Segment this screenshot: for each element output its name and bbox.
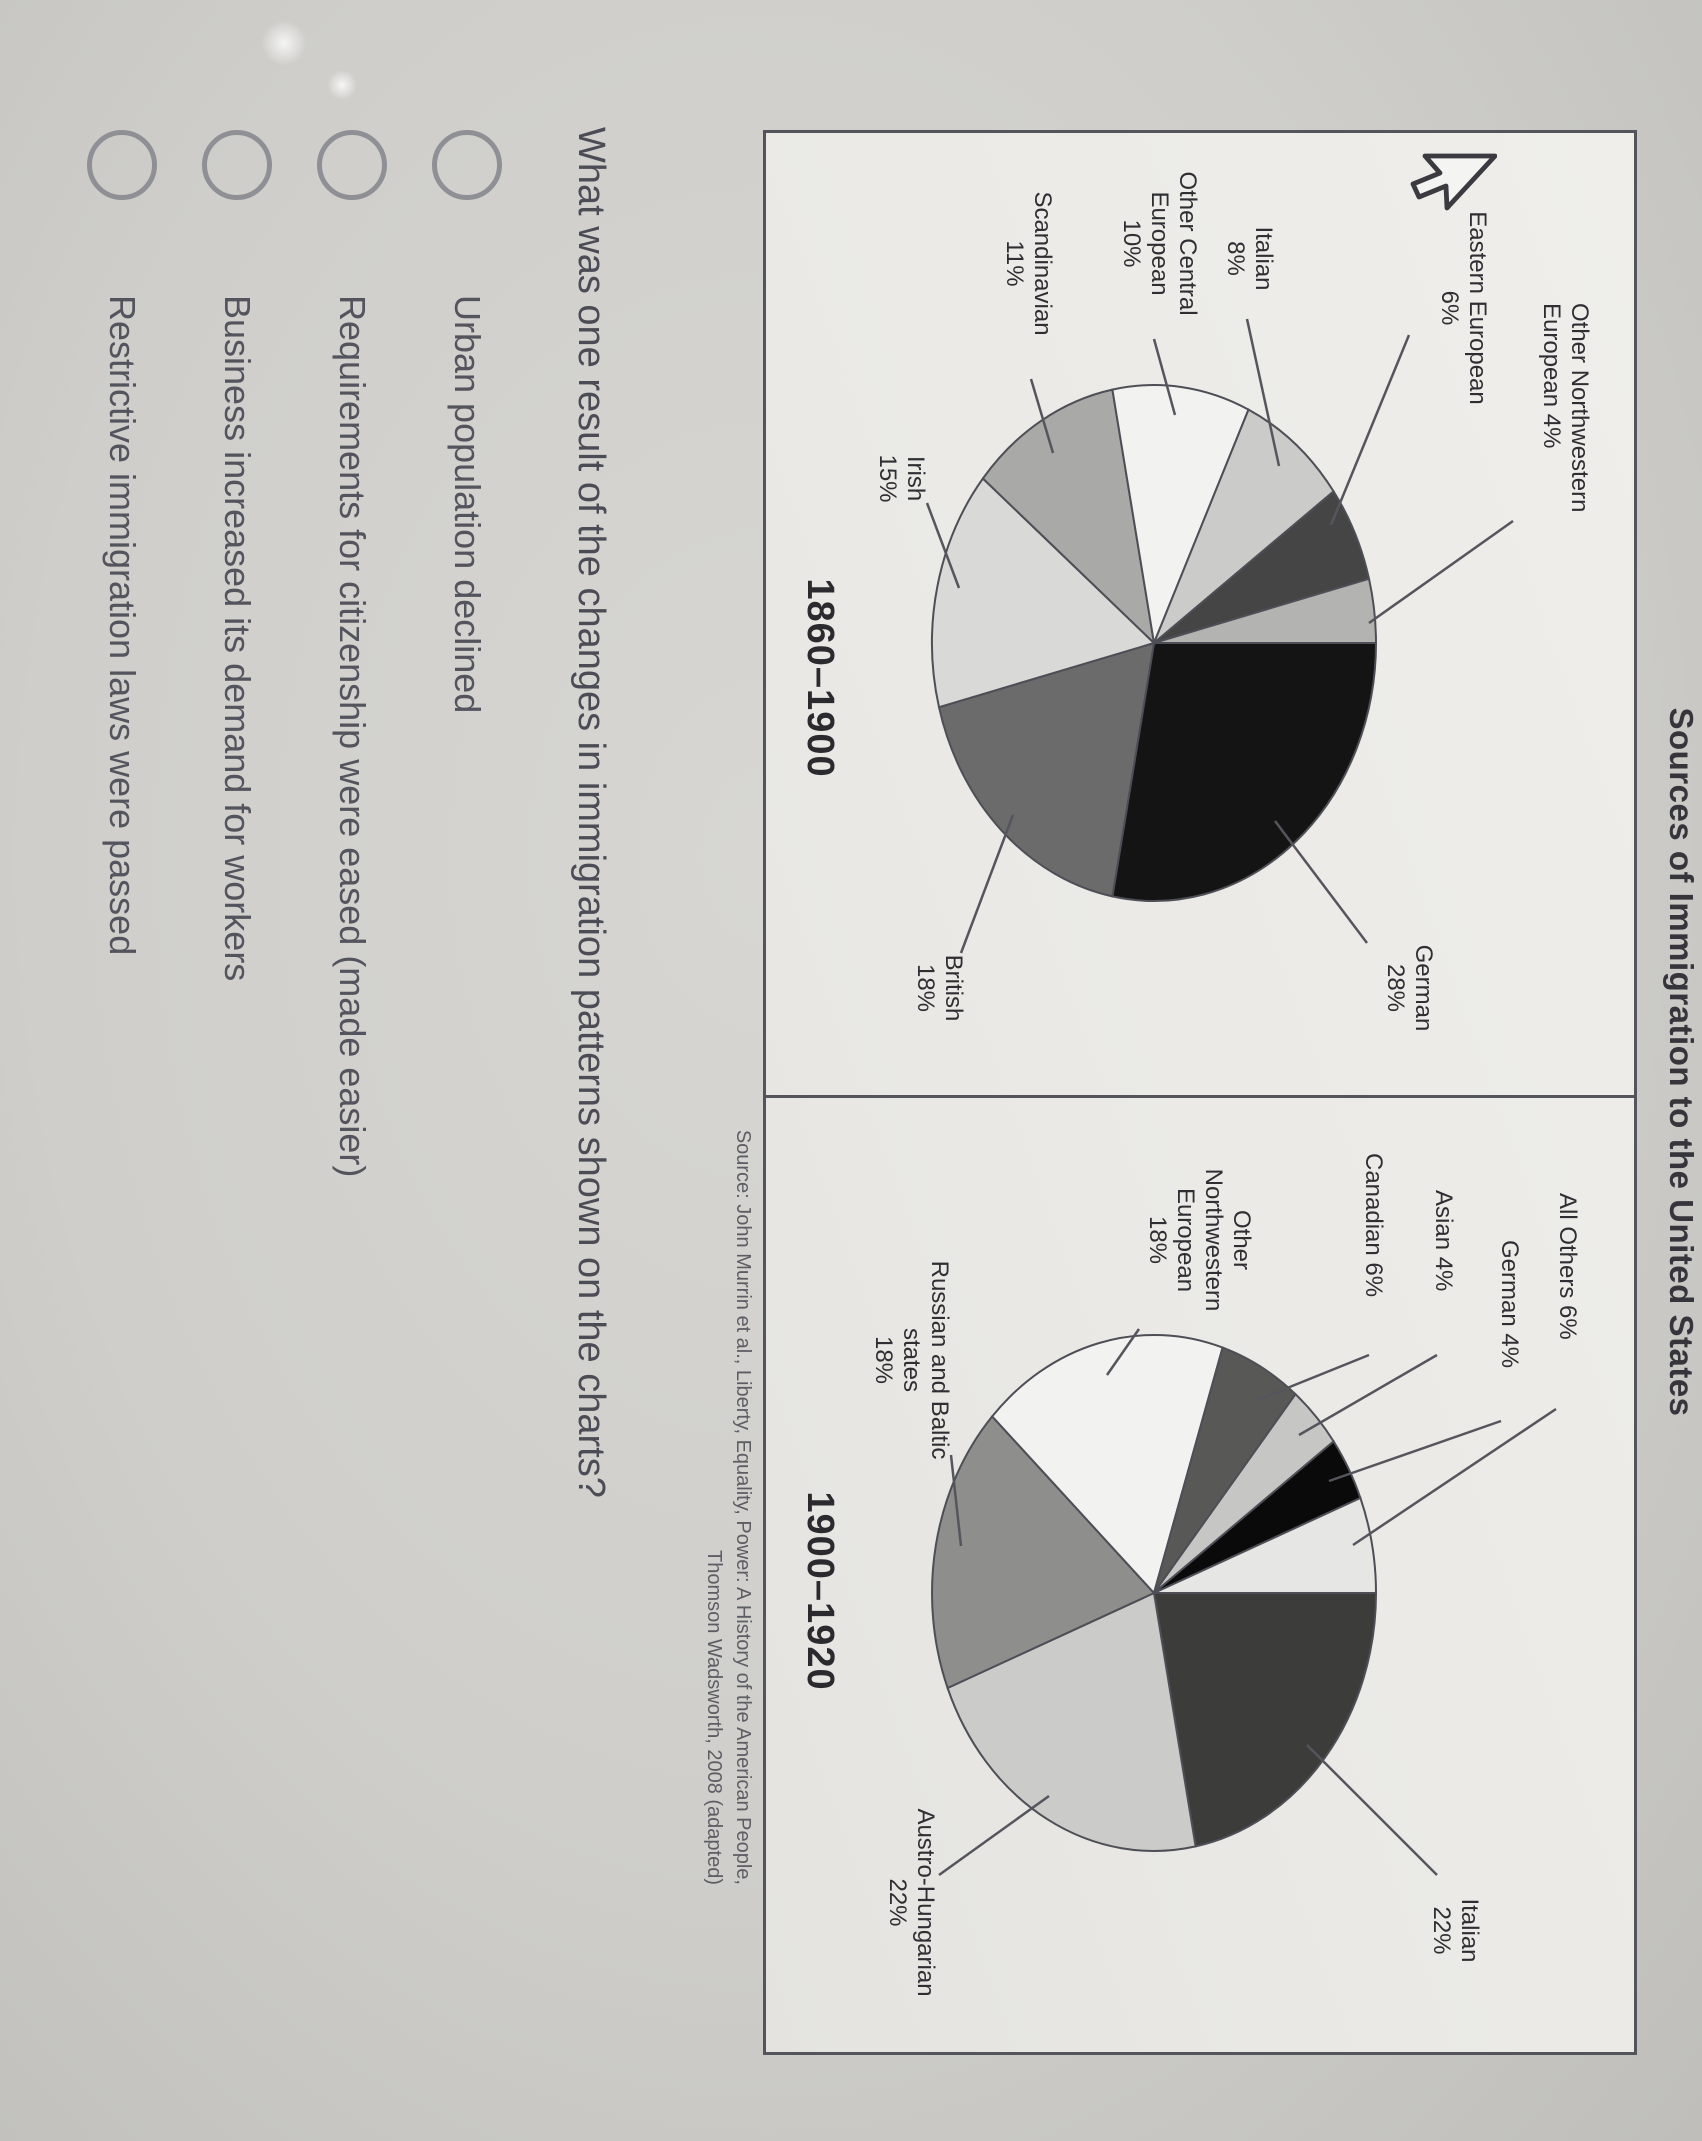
- option-row-business-demand[interactable]: Business increased its demand for worker…: [202, 130, 272, 981]
- pie-label: Italian 8%: [1222, 226, 1277, 291]
- pie-label: All Others 6%: [1554, 1193, 1581, 1340]
- option-label[interactable]: Urban population declined: [447, 295, 488, 714]
- figure-title: Sources of Immigration to the United Sta…: [1663, 707, 1700, 1417]
- label-leader-line: [1105, 1328, 1141, 1376]
- pie-label: Italian 22%: [1428, 1898, 1483, 1963]
- pie-slice-scandinavian: [981, 388, 1156, 646]
- label-leader-line: [938, 1794, 1050, 1877]
- pie-slice-italian: [1153, 408, 1335, 644]
- pie-label: Scandinavian 11%: [1001, 191, 1056, 336]
- pie-label: Asian 4%: [1430, 1190, 1457, 1292]
- radio-button[interactable]: [87, 130, 157, 200]
- option-label[interactable]: Requirements for citizenship were eased …: [332, 295, 373, 1178]
- label-leader-line: [1152, 338, 1177, 416]
- pie-label: Other Central European 10%: [1118, 171, 1201, 316]
- pie-period-caption: 1900–1920: [799, 1491, 841, 1691]
- pie-label: Russian and Baltic states 18%: [870, 1260, 953, 1460]
- photo-glint: [261, 20, 307, 66]
- label-leader-line: [1254, 1353, 1370, 1403]
- label-leader-line: [1329, 334, 1411, 526]
- mouse-cursor-icon: [1401, 148, 1498, 218]
- label-leader-line: [1368, 519, 1514, 625]
- pie-slice-other-northwestern-european: [990, 1333, 1224, 1596]
- option-row-restrictive-laws[interactable]: Restrictive immigration laws were passed: [87, 130, 157, 955]
- pie-slice-other-northwestern-european: [1153, 577, 1378, 644]
- radio-button[interactable]: [317, 130, 387, 200]
- label-leader-line: [959, 814, 1015, 954]
- pie-slice-irish: [930, 476, 1156, 709]
- label-leader-line: [1298, 1353, 1438, 1437]
- immigration-charts-figure: German 28% British 18% Irish 15% Scandinavi…: [763, 130, 1637, 2055]
- pie-label: Other Northwestern European 18%: [1144, 1168, 1255, 1312]
- label-leader-line: [1029, 378, 1055, 454]
- pie-label: German 28%: [1382, 944, 1437, 1032]
- pie-label: Irish 15%: [874, 454, 929, 503]
- pie-slice-german: [1111, 642, 1378, 902]
- pie-slice-austro-hungarian: [946, 1591, 1197, 1852]
- label-leader-line: [1352, 1407, 1557, 1547]
- question-text: What was one result of the changes in im…: [570, 127, 612, 1498]
- label-leader-line: [1328, 1419, 1502, 1483]
- pie-slice-all-others: [1153, 1496, 1378, 1594]
- source-attribution-line1: Source: John Murrin et al., Liberty, Equ…: [732, 1129, 754, 1885]
- pie-charts-canvas: [925, 318, 1557, 1877]
- photo-glint: [327, 70, 357, 100]
- pie-period-caption: 1860–1900: [799, 578, 841, 778]
- pie-slice-british: [937, 641, 1156, 898]
- pie-label: German 4%: [1496, 1240, 1523, 1369]
- option-row-citizenship-eased[interactable]: Requirements for citizenship were eased …: [317, 130, 387, 1177]
- label-leader-line: [1274, 820, 1368, 944]
- option-row-urban-population[interactable]: Urban population declined: [432, 130, 502, 713]
- option-label[interactable]: Business increased its demand for worker…: [217, 295, 258, 982]
- label-leader-line: [949, 1454, 963, 1547]
- pie-label: Canadian 6%: [1360, 1153, 1387, 1298]
- pie-label: British 18%: [912, 954, 967, 1022]
- pie-slice-russian-and-baltic-states: [931, 1414, 1156, 1690]
- pie-slice-other-central-european: [1111, 384, 1250, 647]
- radio-button[interactable]: [202, 130, 272, 200]
- option-label[interactable]: Restrictive immigration laws were passed: [102, 295, 143, 956]
- label-leader-line: [1306, 1744, 1438, 1876]
- pie-slice-italian: [1152, 1592, 1378, 1848]
- radio-button[interactable]: [432, 130, 502, 200]
- label-leader-line: [1245, 318, 1281, 467]
- pie-label: Austro-Hungarian 22%: [884, 1808, 939, 1997]
- pie-label: Other Northwestern European 4%: [1538, 303, 1593, 513]
- source-attribution-line2: Thomson Wadsworth, 2008 (adapted): [703, 1550, 725, 1885]
- label-leader-line: [925, 502, 961, 589]
